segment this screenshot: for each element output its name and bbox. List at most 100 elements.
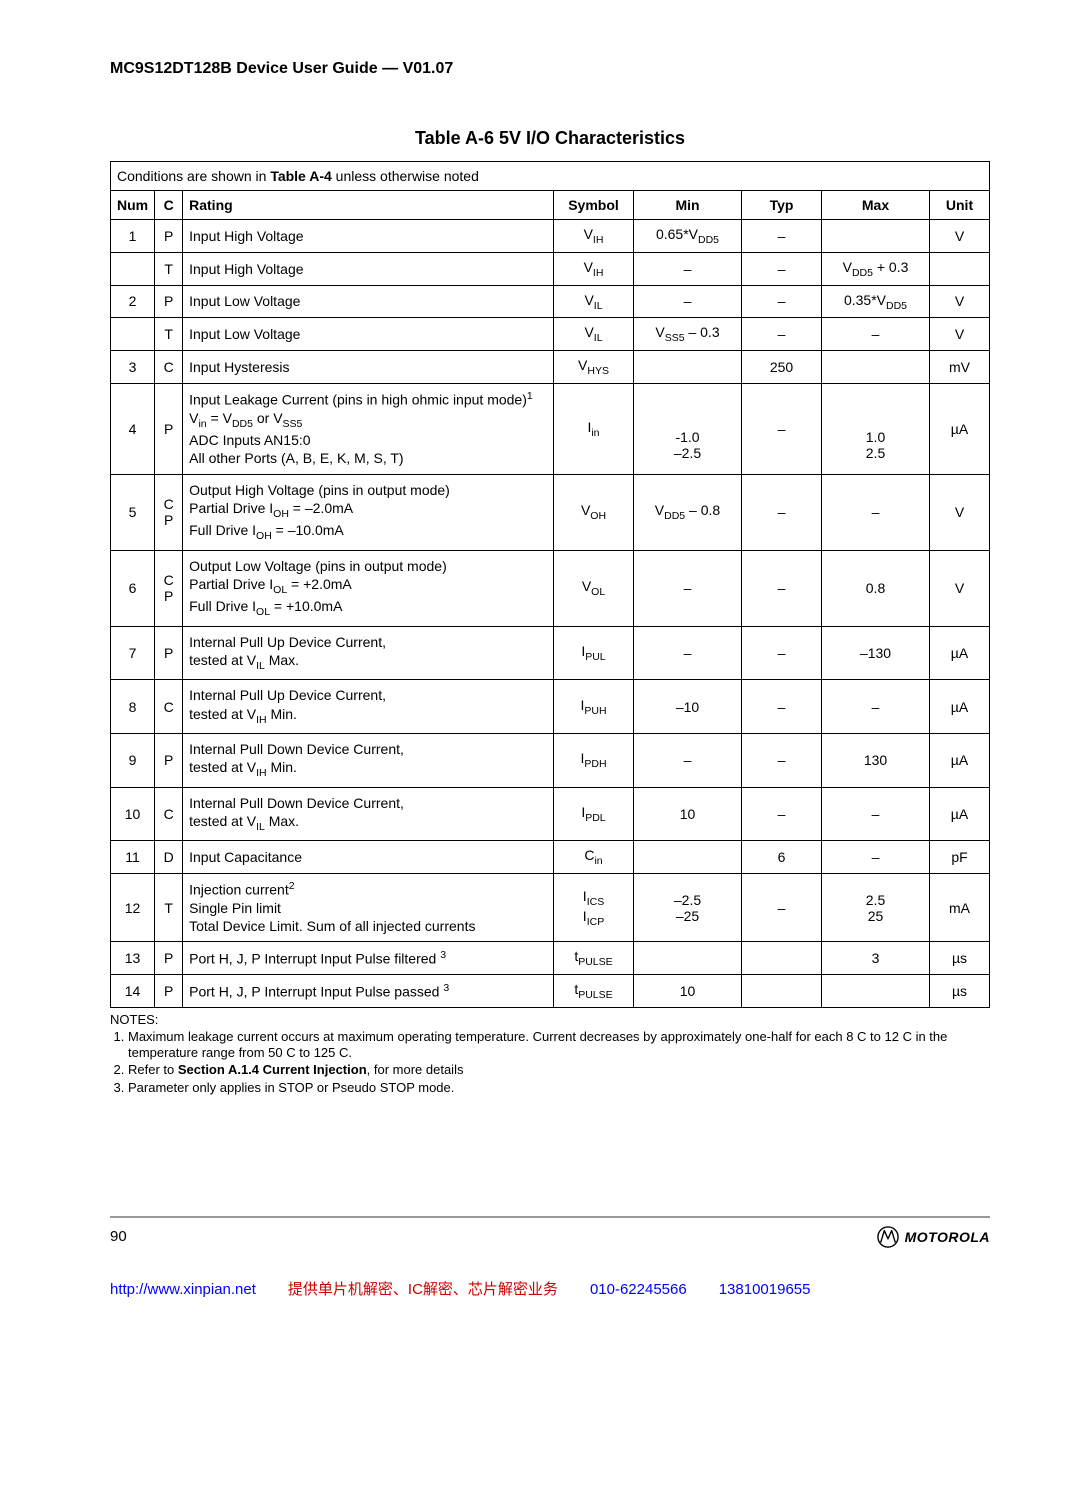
cell: 1.02.5 — [822, 383, 930, 474]
col-max: Max — [822, 191, 930, 220]
cell: T — [155, 874, 183, 942]
col-symbol: Symbol — [554, 191, 634, 220]
cell: –130 — [822, 626, 930, 680]
cell — [822, 975, 930, 1008]
cell: Internal Pull Up Device Current,tested a… — [183, 680, 554, 734]
cell: P — [155, 220, 183, 253]
cell: – — [742, 220, 822, 253]
note-item: Maximum leakage current occurs at maximu… — [128, 1029, 990, 1062]
footer-phone1: 010-62245566 — [590, 1281, 687, 1298]
col-typ: Typ — [742, 191, 822, 220]
cell: 12 — [111, 874, 155, 942]
cell: mA — [930, 874, 990, 942]
cell: 1 — [111, 220, 155, 253]
cell: VIL — [554, 318, 634, 351]
footer-phone2: 13810019655 — [719, 1281, 811, 1298]
cell: VIH — [554, 220, 634, 253]
cell: 3 — [111, 351, 155, 384]
cell: V — [930, 220, 990, 253]
cell — [742, 975, 822, 1008]
cell: CP — [155, 474, 183, 550]
cell: Input Hysteresis — [183, 351, 554, 384]
cell: VIL — [554, 285, 634, 318]
cell: 4 — [111, 383, 155, 474]
page-number: 90 — [110, 1228, 127, 1245]
cell: µA — [930, 626, 990, 680]
cell: 2 — [111, 285, 155, 318]
table-title: Table A-6 5V I/O Characteristics — [110, 128, 990, 149]
table-header-row: Num C Rating Symbol Min Typ Max Unit — [111, 191, 990, 220]
cell: Input Leakage Current (pins in high ohmi… — [183, 383, 554, 474]
cell: C — [155, 351, 183, 384]
cell: P — [155, 383, 183, 474]
col-rating: Rating — [183, 191, 554, 220]
cell: 8 — [111, 680, 155, 734]
table-row: 8CInternal Pull Up Device Current,tested… — [111, 680, 990, 734]
cell: -1.0–2.5 — [634, 383, 742, 474]
cond-prefix: Conditions are shown in — [117, 168, 270, 184]
cell: Input High Voltage — [183, 252, 554, 285]
col-c: C — [155, 191, 183, 220]
cell: T — [155, 252, 183, 285]
cell: Injection current2Single Pin limitTotal … — [183, 874, 554, 942]
cell: 14 — [111, 975, 155, 1008]
cell: – — [822, 474, 930, 550]
cell: C — [155, 680, 183, 734]
cell: 6 — [742, 841, 822, 874]
cell: VDD5 – 0.8 — [634, 474, 742, 550]
cell: Output High Voltage (pins in output mode… — [183, 474, 554, 550]
cell: Input High Voltage — [183, 220, 554, 253]
cell: – — [822, 318, 930, 351]
cell: Port H, J, P Interrupt Input Pulse passe… — [183, 975, 554, 1008]
cell: VOH — [554, 474, 634, 550]
cell: V — [930, 550, 990, 626]
cell — [634, 351, 742, 384]
cell: Input Low Voltage — [183, 318, 554, 351]
table-row: 6CPOutput Low Voltage (pins in output mo… — [111, 550, 990, 626]
table-row: 2PInput Low VoltageVIL––0.35*VDD5V — [111, 285, 990, 318]
cell: 6 — [111, 550, 155, 626]
cell: Internal Pull Up Device Current,tested a… — [183, 626, 554, 680]
table-row: 3CInput HysteresisVHYS250mV — [111, 351, 990, 384]
cell: 11 — [111, 841, 155, 874]
cell: 2.525 — [822, 874, 930, 942]
cell: tPULSE — [554, 942, 634, 975]
cell: – — [634, 550, 742, 626]
cell — [634, 942, 742, 975]
table-row: 9PInternal Pull Down Device Current,test… — [111, 734, 990, 788]
doc-title: MC9S12DT128B Device User Guide — V01.07 — [110, 60, 990, 78]
table-row: TInput Low VoltageVILVSS5 – 0.3––V — [111, 318, 990, 351]
footer-url[interactable]: http://www.xinpian.net — [110, 1281, 256, 1298]
cell: –2.5–25 — [634, 874, 742, 942]
cell: 5 — [111, 474, 155, 550]
cell: D — [155, 841, 183, 874]
cell: V — [930, 474, 990, 550]
cell: VOL — [554, 550, 634, 626]
cell: – — [634, 626, 742, 680]
cell: – — [742, 318, 822, 351]
cell: µs — [930, 975, 990, 1008]
note-item: Parameter only applies in STOP or Pseudo… — [128, 1080, 990, 1096]
cell: – — [742, 680, 822, 734]
cell: Cin — [554, 841, 634, 874]
cell: CP — [155, 550, 183, 626]
col-unit: Unit — [930, 191, 990, 220]
cell: µA — [930, 383, 990, 474]
cell: 3 — [822, 942, 930, 975]
col-min: Min — [634, 191, 742, 220]
cell: – — [822, 680, 930, 734]
cell: VSS5 – 0.3 — [634, 318, 742, 351]
cell: V — [930, 318, 990, 351]
cell: P — [155, 626, 183, 680]
table-row: 5CPOutput High Voltage (pins in output m… — [111, 474, 990, 550]
cond-bold: Table A-4 — [270, 168, 331, 184]
cell: 10 — [111, 787, 155, 841]
note-item: Refer to Section A.1.4 Current Injection… — [128, 1062, 990, 1078]
cell: P — [155, 942, 183, 975]
cell: Input Low Voltage — [183, 285, 554, 318]
cell: – — [634, 252, 742, 285]
cell: – — [742, 252, 822, 285]
cell: Input Capacitance — [183, 841, 554, 874]
cell: VDD5 + 0.3 — [822, 252, 930, 285]
cell: – — [742, 474, 822, 550]
